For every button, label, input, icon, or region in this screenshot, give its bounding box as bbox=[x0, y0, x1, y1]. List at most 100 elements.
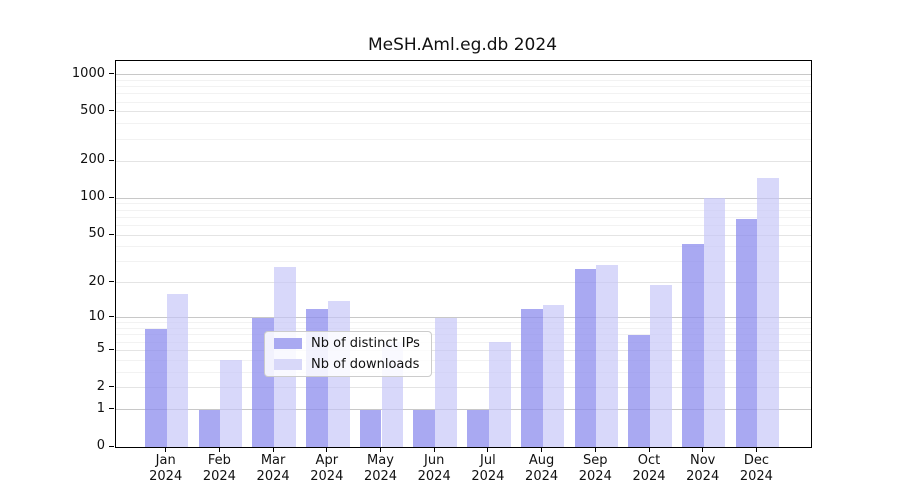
y-tick-label-1000: 1000 bbox=[71, 65, 105, 81]
gridline-5 bbox=[116, 349, 811, 351]
x-tick-label-dec: Dec 2024 bbox=[728, 453, 784, 485]
bar-distinct-ips-jan bbox=[144, 328, 167, 447]
y-tick-label-10: 10 bbox=[88, 308, 105, 324]
x-tick-year: 2024 bbox=[632, 469, 666, 484]
bar-distinct-ips-dec bbox=[735, 218, 758, 447]
x-tick-mark-apr bbox=[326, 447, 328, 452]
y-tick-mark-2 bbox=[109, 386, 114, 388]
gridline-20 bbox=[116, 282, 811, 284]
x-tick-label-jan: Jan 2024 bbox=[138, 453, 194, 485]
gridline-2 bbox=[116, 387, 811, 389]
bar-downloads-oct bbox=[650, 285, 672, 447]
x-tick-month: Apr bbox=[315, 453, 339, 468]
gridline-4 bbox=[116, 359, 811, 361]
legend-label-downloads: Nb of downloads bbox=[311, 357, 420, 372]
x-tick-year: 2024 bbox=[310, 469, 344, 484]
legend-swatch-distinct-ips bbox=[274, 338, 302, 349]
gridline-400 bbox=[116, 123, 811, 125]
legend-label-distinct-ips: Nb of distinct IPs bbox=[311, 336, 420, 351]
x-tick-month: Jan bbox=[155, 453, 176, 468]
y-tick-mark-200 bbox=[109, 159, 114, 161]
x-tick-label-jun: Jun 2024 bbox=[406, 453, 462, 485]
plot-area bbox=[115, 60, 812, 448]
bar-downloads-feb bbox=[220, 360, 243, 447]
x-tick-mark-may bbox=[380, 447, 381, 452]
bar-downloads-dec bbox=[757, 178, 780, 447]
gridline-90 bbox=[116, 203, 811, 205]
gridline-50 bbox=[116, 234, 811, 236]
y-tick-mark-20 bbox=[109, 281, 114, 283]
y-tick-label-20: 20 bbox=[88, 273, 105, 289]
y-tick-label-1: 1 bbox=[96, 400, 105, 416]
gridline-1000 bbox=[116, 74, 811, 75]
x-tick-year: 2024 bbox=[417, 469, 451, 484]
x-tick-year: 2024 bbox=[202, 469, 236, 484]
y-tick-mark-1 bbox=[109, 408, 114, 410]
bar-downloads-jul bbox=[488, 342, 511, 447]
x-tick-year: 2024 bbox=[739, 469, 773, 484]
x-tick-mark-feb bbox=[218, 447, 220, 452]
y-tick-label-2: 2 bbox=[96, 378, 105, 394]
x-tick-month: Dec bbox=[743, 453, 769, 468]
y-tick-mark-500 bbox=[109, 110, 114, 112]
x-tick-month: May bbox=[367, 453, 394, 468]
bar-distinct-ips-oct bbox=[628, 334, 650, 447]
x-tick-mark-jul bbox=[487, 447, 489, 452]
y-tick-mark-1000 bbox=[109, 73, 114, 74]
gridline-60 bbox=[116, 224, 811, 226]
gridline-8 bbox=[116, 328, 811, 330]
bar-distinct-ips-aug bbox=[520, 308, 543, 447]
x-tick-label-nov: Nov 2024 bbox=[675, 453, 731, 485]
x-tick-mark-aug bbox=[541, 447, 543, 452]
gridline-3 bbox=[116, 371, 811, 373]
gridline-40 bbox=[116, 246, 811, 248]
gridline-600 bbox=[116, 101, 811, 103]
y-tick-label-100: 100 bbox=[80, 189, 105, 205]
y-tick-mark-0 bbox=[109, 445, 114, 447]
y-tick-label-5: 5 bbox=[96, 341, 105, 357]
bar-distinct-ips-sep bbox=[574, 269, 597, 447]
x-tick-mark-mar bbox=[272, 447, 274, 452]
gridline-900 bbox=[116, 79, 811, 81]
legend-item-distinct-ips: Nb of distinct IPs bbox=[265, 335, 431, 353]
x-tick-mark-dec bbox=[755, 447, 757, 452]
x-tick-label-sep: Sep 2024 bbox=[567, 453, 623, 485]
gridline-70 bbox=[116, 216, 811, 218]
x-tick-label-oct: Oct 2024 bbox=[621, 453, 677, 485]
bar-distinct-ips-jul bbox=[467, 409, 489, 447]
gridline-7 bbox=[116, 334, 811, 336]
y-tick-mark-10 bbox=[109, 316, 114, 318]
y-tick-mark-5 bbox=[109, 348, 114, 350]
y-tick-label-500: 500 bbox=[80, 102, 105, 118]
gridline-700 bbox=[116, 93, 811, 95]
chart-title: MeSH.Aml.eg.db 2024 bbox=[367, 35, 558, 55]
bar-downloads-jan bbox=[166, 294, 189, 447]
bar-distinct-ips-feb bbox=[198, 409, 221, 447]
gridline-100 bbox=[116, 197, 811, 199]
x-tick-month: Oct bbox=[637, 453, 661, 468]
x-tick-month: Sep bbox=[583, 453, 608, 468]
gridline-9 bbox=[116, 322, 811, 324]
x-tick-month: Mar bbox=[260, 453, 286, 468]
bar-downloads-nov bbox=[703, 198, 726, 447]
x-tick-month: Jun bbox=[424, 453, 445, 468]
y-tick-label-50: 50 bbox=[88, 226, 105, 241]
x-tick-label-feb: Feb 2024 bbox=[191, 453, 247, 485]
gridline-200 bbox=[116, 160, 811, 162]
x-tick-month: Nov bbox=[690, 453, 716, 468]
x-tick-year: 2024 bbox=[363, 469, 398, 484]
y-tick-mark-100 bbox=[109, 196, 114, 198]
bar-distinct-ips-may bbox=[359, 409, 382, 447]
x-tick-month: Feb bbox=[207, 453, 231, 468]
bar-downloads-aug bbox=[542, 304, 565, 447]
x-tick-mark-jun bbox=[433, 447, 435, 452]
y-tick-mark-50 bbox=[109, 233, 114, 235]
x-tick-label-mar: Mar 2024 bbox=[245, 453, 301, 485]
x-tick-mark-jan bbox=[165, 447, 167, 452]
x-tick-mark-nov bbox=[702, 447, 704, 452]
gridline-500 bbox=[116, 111, 811, 113]
x-tick-year: 2024 bbox=[525, 469, 559, 484]
x-tick-year: 2024 bbox=[578, 469, 612, 484]
x-tick-mark-oct bbox=[648, 447, 650, 452]
x-tick-year: 2024 bbox=[471, 469, 505, 484]
